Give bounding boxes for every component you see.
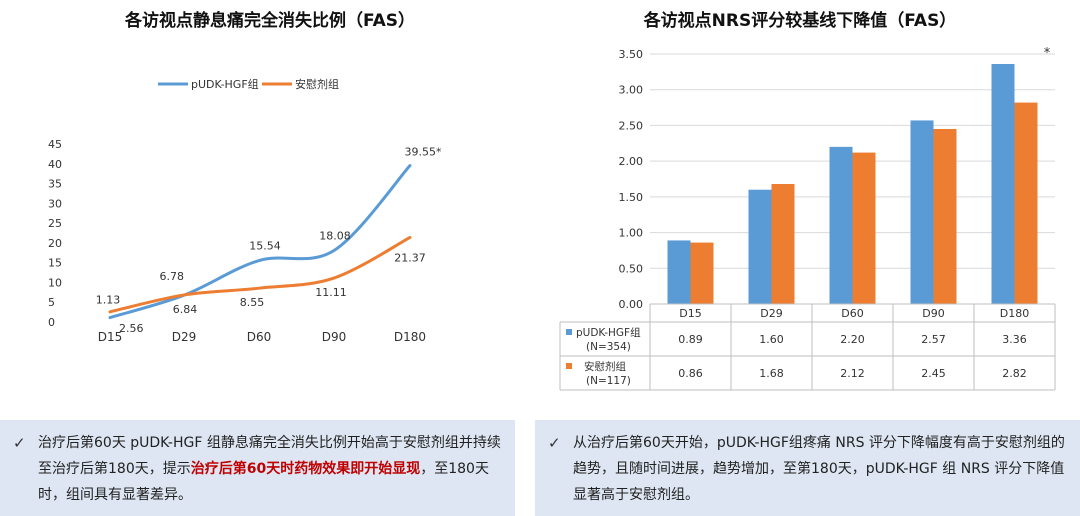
left-note-highlight: 治疗后第60天时药物效果即开始显现: [190, 461, 421, 477]
right-bar-chart: 0.00 0.50 1.00 1.50 2.00 2.50 3.00 3.50 * D15 D29 D…: [559, 46, 1056, 391]
bar: [991, 64, 1015, 304]
legend-n: (N=354): [586, 341, 631, 353]
x-tick-label: D60: [247, 330, 272, 344]
bar: [771, 184, 795, 304]
table-value: 1.68: [759, 367, 784, 380]
x-tick-label: D15: [679, 307, 701, 320]
right-chart-title: 各访视点NRS评分较基线下降值（FAS）: [643, 11, 957, 31]
legend-label: pUDK-HGF组: [191, 77, 259, 91]
x-tick-label: D90: [922, 307, 944, 320]
bar: [748, 189, 772, 304]
significance-annotation: *: [1044, 46, 1051, 61]
bar: [667, 240, 691, 304]
y-tick-label: 0.50: [619, 262, 644, 275]
x-tick-label: D180: [394, 330, 426, 344]
data-label: 6.84: [173, 303, 198, 316]
y-tick-label: 35: [48, 178, 62, 191]
data-label: 8.55: [240, 296, 265, 309]
right-note: ✓ 从治疗后第60天开始，pUDK-HGF组疼痛 NRS 评分下降幅度有高于安慰…: [535, 420, 1080, 516]
data-label: 6.78: [160, 270, 185, 283]
y-tick-label: 40: [48, 158, 62, 171]
legend-n: (N=117): [586, 375, 631, 387]
y-tick-label: 0: [48, 316, 55, 329]
y-tick-label: 5: [48, 296, 55, 309]
data-label: 18.08: [319, 229, 351, 242]
x-tick-label: D180: [1000, 307, 1029, 320]
left-line-chart: 0 5 10 15 20 25 30 35 40 45 D15 D29 D60 D90 D180 1.13 6.…: [48, 77, 442, 344]
left-note: ✓ 治疗后第60天 pUDK-HGF 组静息痛完全消失比例开始高于安慰剂组并持续…: [0, 420, 515, 516]
bar: [933, 129, 957, 304]
data-label: 39.55*: [405, 146, 442, 159]
y-tick-label: 1.50: [619, 191, 644, 204]
y-tick-label: 20: [48, 237, 62, 250]
y-tick-label: 3.00: [619, 84, 644, 97]
table-value: 0.89: [678, 333, 703, 346]
y-tick-label: 0.00: [619, 298, 644, 311]
series-line-pudk-hgf: [108, 164, 412, 320]
table-value: 3.36: [1002, 333, 1027, 346]
x-tick-label: D90: [322, 330, 347, 344]
data-label: 2.56: [119, 322, 144, 335]
check-icon: ✓: [548, 434, 561, 452]
bar: [690, 242, 714, 304]
check-icon: ✓: [13, 434, 26, 452]
table-value: 2.57: [921, 333, 946, 346]
table-value: 2.82: [1002, 367, 1027, 380]
y-tick-label: 15: [48, 257, 62, 270]
table-value: 2.20: [840, 333, 865, 346]
y-tick-label: 2.50: [619, 119, 644, 132]
data-label: 21.37: [394, 251, 426, 264]
data-label: 15.54: [249, 240, 281, 253]
right-note-text: 从治疗后第60天开始，pUDK-HGF组疼痛 NRS 评分下降幅度有高于安慰剂组…: [573, 435, 1065, 503]
series-line-placebo: [108, 235, 412, 314]
bar: [1014, 102, 1038, 304]
bar: [910, 120, 934, 304]
table-value: 2.12: [840, 367, 865, 380]
y-tick-label: 3.50: [619, 48, 644, 61]
y-tick-label: 25: [48, 217, 62, 230]
table-value: 2.45: [921, 367, 946, 380]
x-tick-label: D15: [98, 330, 123, 344]
legend-label: pUDK-HGF组: [576, 326, 641, 339]
y-tick-label: 1.00: [619, 227, 644, 240]
bar: [829, 146, 853, 304]
x-tick-label: D60: [841, 307, 863, 320]
legend-swatch: [566, 363, 572, 369]
data-label: 11.11: [315, 286, 347, 299]
left-note-text: 治疗后第60天 pUDK-HGF 组静息痛完全消失比例开始高于安慰剂组并持续至治…: [38, 435, 501, 477]
left-chart-title: 各访视点静息痛完全消失比例（FAS）: [124, 11, 416, 31]
legend-swatch: [566, 329, 572, 335]
x-tick-label: D29: [760, 307, 782, 320]
data-label: 1.13: [96, 294, 121, 307]
left-note-text-end: ，至180天时，组间具有显著差异。: [38, 461, 489, 503]
table-value: 0.86: [678, 367, 703, 380]
legend-label: 安慰剂组: [295, 77, 339, 91]
x-tick-label: D29: [172, 330, 197, 344]
table-value: 1.60: [759, 333, 784, 346]
y-tick-label: 30: [48, 197, 62, 210]
legend-label: 安慰剂组: [584, 360, 626, 373]
bar: [852, 152, 876, 304]
y-tick-label: 2.00: [619, 155, 644, 168]
y-tick-label: 45: [48, 138, 62, 151]
y-tick-label: 10: [48, 276, 62, 289]
